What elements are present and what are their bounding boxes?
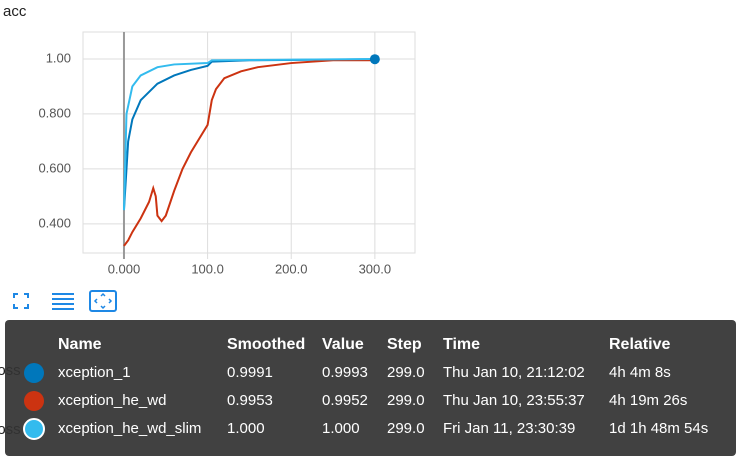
column-header: Step <box>387 336 422 353</box>
column-header: Relative <box>609 336 670 353</box>
cell: 0.9991 <box>227 364 273 381</box>
tooltip: Name Smoothed Value Step Time Relative xceptio… <box>5 320 736 456</box>
y-tick-label: 0.400 <box>38 215 71 230</box>
cell: 1d 1h 48m 54s <box>609 420 708 437</box>
cell: 299.0 <box>387 364 425 381</box>
x-tick-label: 100.0 <box>191 261 224 276</box>
series-swatch <box>24 363 44 383</box>
cell: 1.000 <box>227 420 265 437</box>
cell: 0.9952 <box>322 392 368 409</box>
series-swatch <box>23 418 45 440</box>
cell: xception_1 <box>58 364 131 381</box>
cell: 1.000 <box>322 420 360 437</box>
y-tick-label: 0.800 <box>38 105 71 120</box>
cell: 299.0 <box>387 420 425 437</box>
cell: Fri Jan 11, 23:30:39 <box>443 420 575 437</box>
cell: 4h 19m 26s <box>609 392 687 409</box>
toolbar <box>13 290 117 312</box>
log-scale-button[interactable] <box>52 293 74 310</box>
plot-area <box>82 31 416 254</box>
x-tick-label: 200.0 <box>275 261 308 276</box>
cell: xception_he_wd <box>58 392 166 409</box>
y-tick-label: 0.600 <box>38 160 71 175</box>
cell: 4h 4m 8s <box>609 364 671 381</box>
cell: Thu Jan 10, 23:55:37 <box>443 392 585 409</box>
x-tick-label: 300.0 <box>359 261 392 276</box>
line <box>122 58 375 211</box>
cell: 0.9993 <box>322 364 368 381</box>
x-tick-label: 0.000 <box>108 261 141 276</box>
column-header: Name <box>58 336 102 353</box>
hover-point <box>369 54 380 65</box>
chart-title: acc <box>3 3 27 20</box>
fit-domain-button[interactable] <box>89 290 117 312</box>
series-swatch <box>24 391 44 411</box>
tooltip-box <box>5 320 736 456</box>
line <box>122 57 375 211</box>
fullscreen-button[interactable] <box>13 293 29 309</box>
column-header: Time <box>443 336 480 353</box>
cell: 0.9953 <box>227 392 273 409</box>
y-tick-label: 1.00 <box>46 50 71 65</box>
cell: Thu Jan 10, 21:12:02 <box>443 364 585 381</box>
column-header: Value <box>322 336 364 353</box>
cell: 299.0 <box>387 392 425 409</box>
cell: xception_he_wd_slim <box>58 420 201 437</box>
column-header: Smoothed <box>227 336 305 353</box>
line <box>123 59 375 247</box>
